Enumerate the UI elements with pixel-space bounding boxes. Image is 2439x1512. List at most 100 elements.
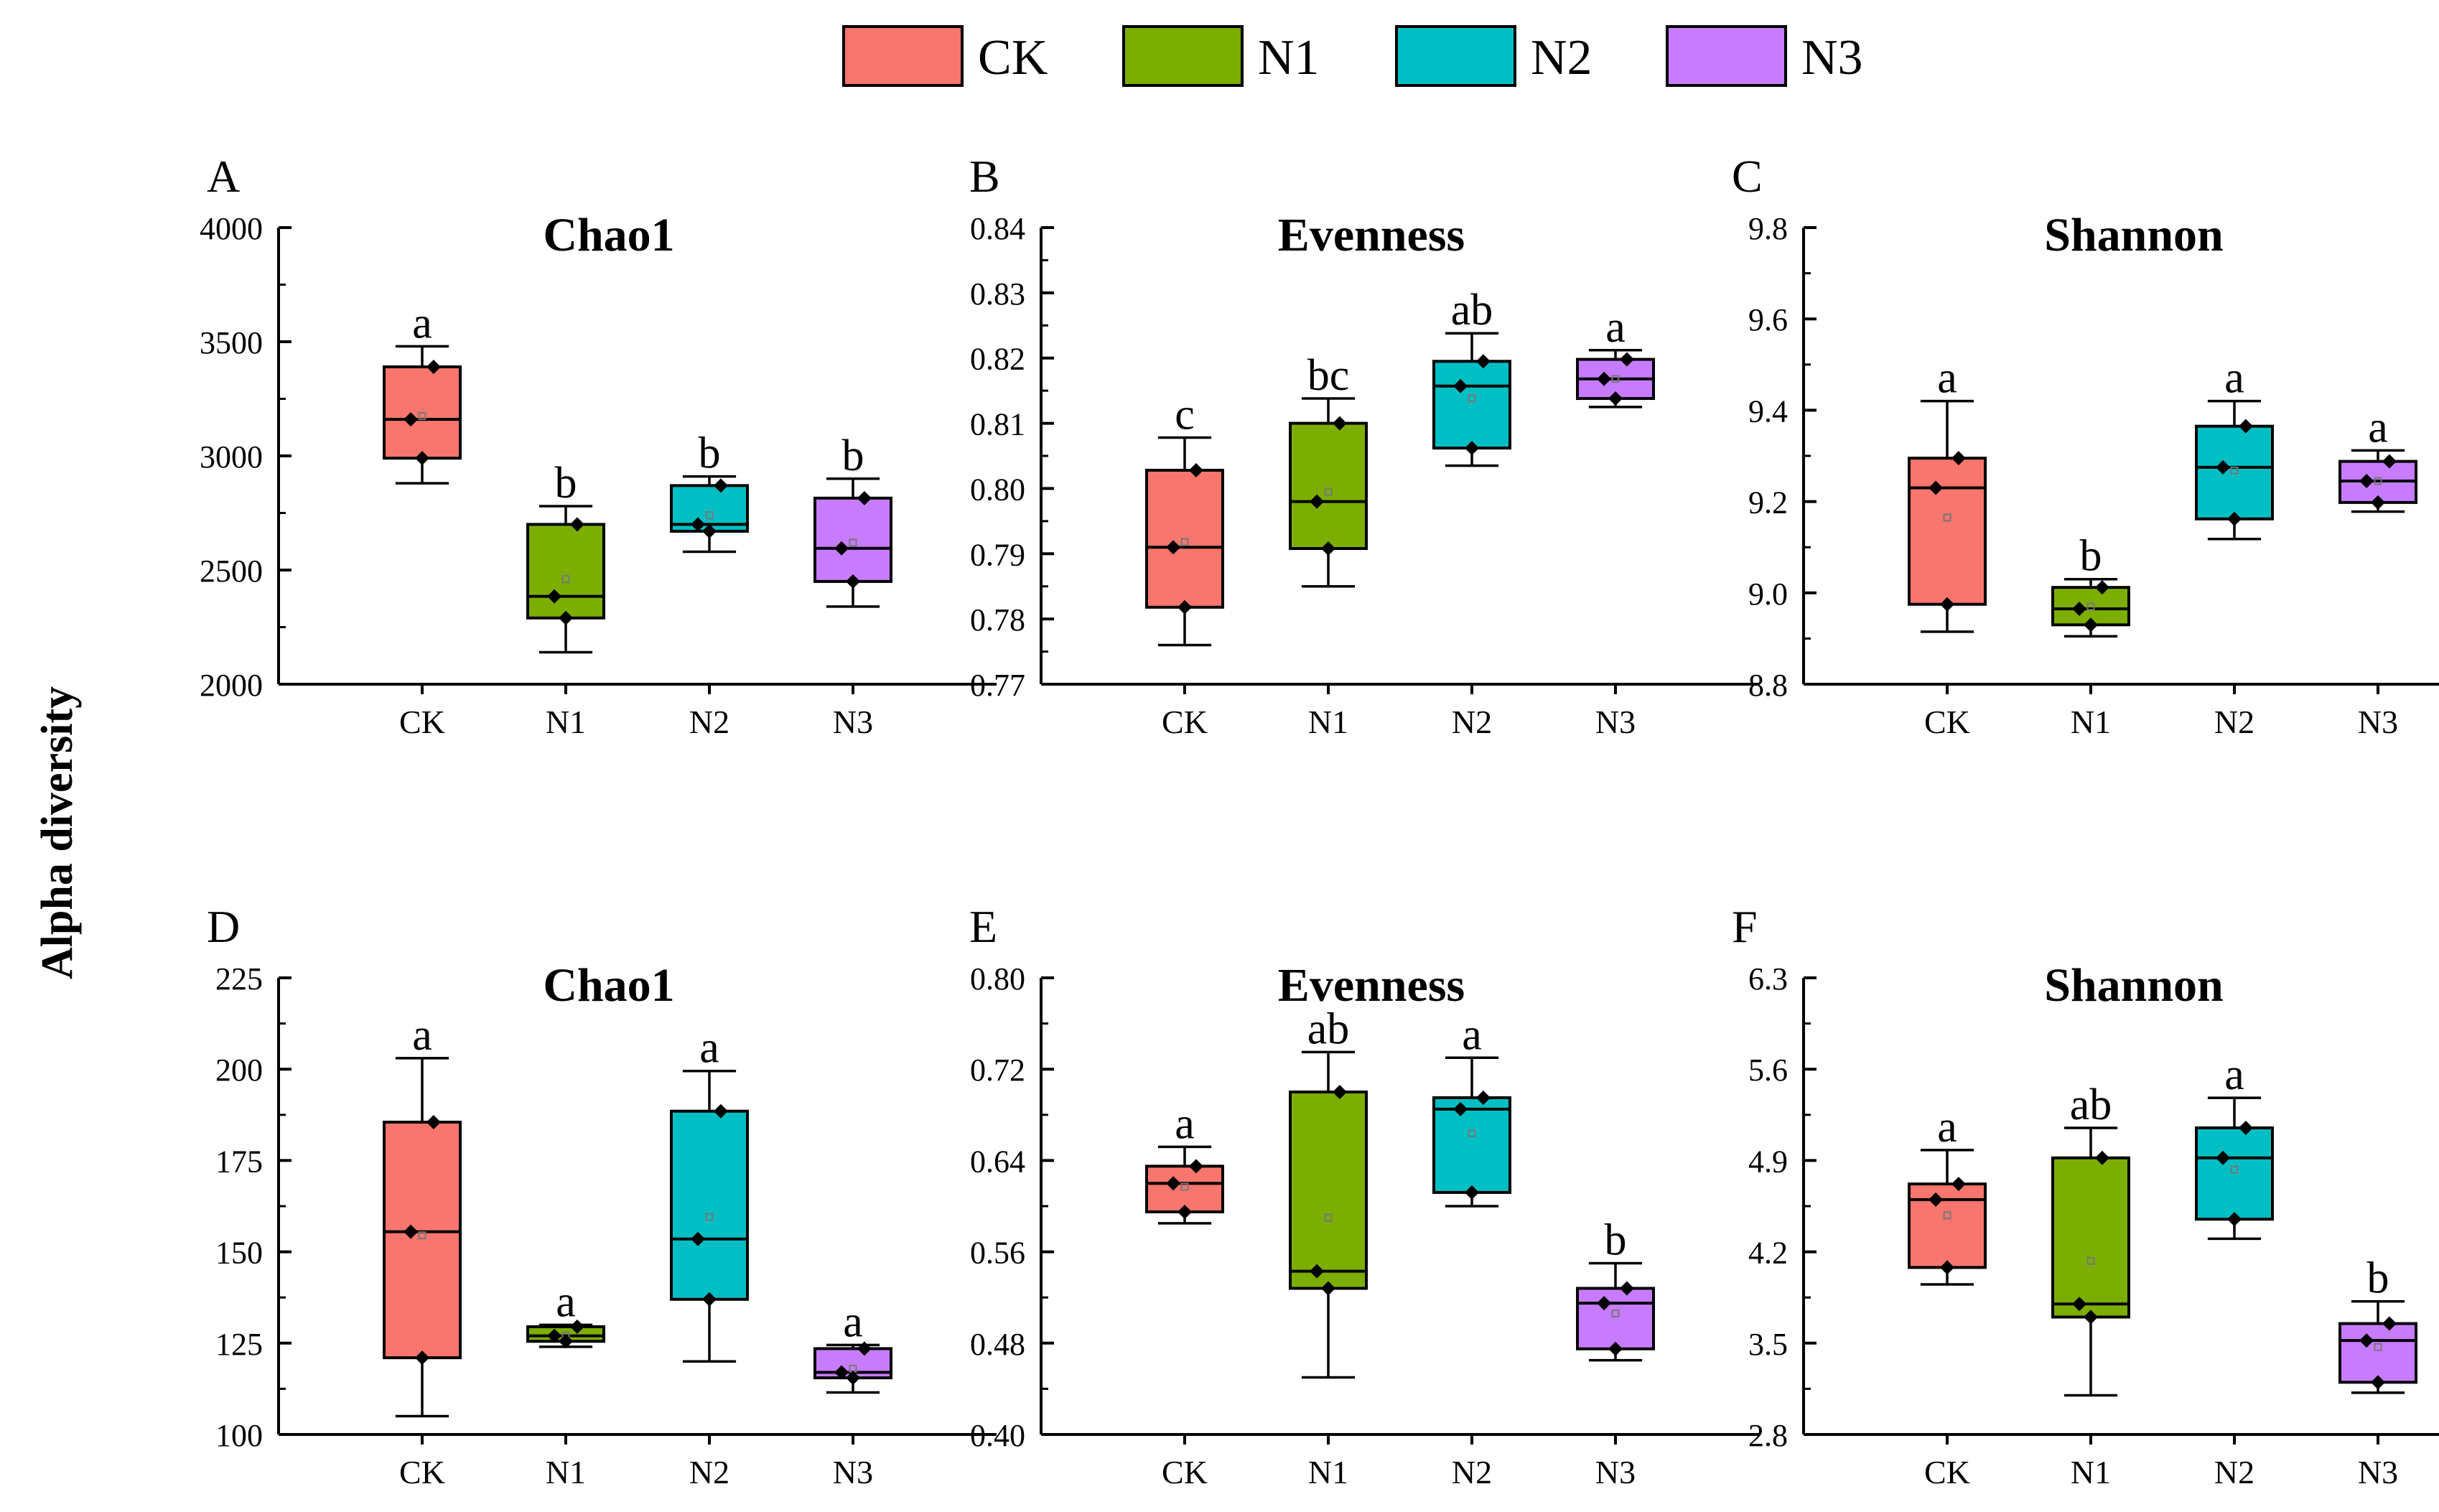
data-point-f-n1 bbox=[2094, 1150, 2109, 1165]
mean-marker-f-n2 bbox=[2230, 1165, 2239, 1174]
panel-label-e: E bbox=[969, 901, 997, 952]
mean-marker-e-n3 bbox=[1611, 1309, 1620, 1317]
x-tick-label-f-ck: CK bbox=[1924, 1454, 1970, 1490]
sig-letter-a-n2: b bbox=[699, 429, 721, 478]
panel-title-b: Evenness bbox=[1278, 209, 1465, 261]
legend-swatch-ck bbox=[842, 25, 964, 87]
x-tick-label-a-n3: N3 bbox=[833, 704, 873, 740]
mean-marker-b-ck bbox=[1180, 538, 1189, 546]
x-tick-label-a-n1: N1 bbox=[546, 704, 586, 740]
mean-marker-a-ck bbox=[418, 411, 426, 420]
data-point-d-ck bbox=[415, 1350, 429, 1366]
y-tick-label-b: 0.79 bbox=[970, 537, 1025, 572]
box-c-n2 bbox=[2195, 424, 2274, 521]
box-a-n1 bbox=[526, 523, 605, 620]
panel-title-e: Evenness bbox=[1278, 959, 1465, 1012]
data-point-c-ck bbox=[1929, 480, 1944, 495]
y-tick-label-a: 3000 bbox=[200, 439, 263, 475]
y-tick-label-a: 4000 bbox=[200, 211, 263, 246]
data-point-d-n3 bbox=[857, 1341, 872, 1356]
panel-d: D Chao1 100 125 150 175 200 225 CK a N1 a N2 a N3 a bbox=[207, 901, 997, 1490]
y-tick-label-b: 0.82 bbox=[970, 342, 1025, 377]
data-point-f-ck bbox=[1951, 1177, 1966, 1192]
data-point-b-ck bbox=[1188, 462, 1203, 477]
y-tick-label-f: 5.6 bbox=[1748, 1053, 1788, 1088]
sig-letter-f-ck: a bbox=[1937, 1103, 1957, 1152]
sig-letter-c-ck: a bbox=[1937, 354, 1957, 403]
data-point-e-n3 bbox=[1619, 1281, 1634, 1296]
y-tick-label-c: 9.2 bbox=[1748, 485, 1788, 521]
data-point-c-n1 bbox=[2094, 580, 2109, 595]
x-tick-label-f-n3: N3 bbox=[2358, 1454, 2398, 1490]
legend-label-n1: N1 bbox=[1258, 30, 1320, 85]
y-tick-label-b: 0.84 bbox=[970, 211, 1025, 246]
data-point-f-n1 bbox=[2072, 1297, 2087, 1312]
y-tick-label-f: 3.5 bbox=[1748, 1327, 1788, 1362]
sig-letter-e-ck: a bbox=[1175, 1099, 1195, 1148]
data-point-e-ck bbox=[1177, 1204, 1192, 1219]
data-point-c-n3 bbox=[2359, 473, 2374, 488]
data-point-e-n3 bbox=[1597, 1296, 1612, 1311]
x-tick-label-c-n2: N2 bbox=[2214, 704, 2254, 740]
data-point-d-n2 bbox=[702, 1292, 717, 1307]
data-point-d-n1 bbox=[559, 1334, 573, 1349]
mean-marker-f-n3 bbox=[2374, 1343, 2382, 1351]
data-point-a-n1 bbox=[547, 589, 562, 604]
data-point-e-n2 bbox=[1465, 1185, 1479, 1200]
box-f-n1 bbox=[2051, 1156, 2130, 1319]
data-point-b-n2 bbox=[1453, 378, 1468, 393]
data-point-e-n1 bbox=[1321, 1281, 1335, 1296]
data-point-d-n1 bbox=[547, 1328, 562, 1343]
data-point-d-ck bbox=[404, 1224, 419, 1239]
data-point-b-n3 bbox=[1597, 371, 1612, 386]
mean-marker-e-n2 bbox=[1468, 1129, 1476, 1137]
mean-marker-c-n3 bbox=[2374, 477, 2382, 485]
data-point-b-n3 bbox=[1619, 352, 1634, 367]
data-point-a-n3 bbox=[857, 490, 872, 505]
data-point-c-n3 bbox=[2382, 454, 2397, 469]
y-tick-label-d: 100 bbox=[215, 1418, 263, 1453]
panel-title-c: Shannon bbox=[2044, 209, 2224, 261]
y-tick-label-f: 4.9 bbox=[1748, 1144, 1788, 1179]
sig-letter-a-n3: b bbox=[842, 431, 864, 480]
sig-letter-c-n3: a bbox=[2368, 403, 2388, 452]
data-point-f-n1 bbox=[2084, 1310, 2098, 1325]
data-point-e-ck bbox=[1188, 1159, 1203, 1174]
box-c-ck bbox=[1908, 457, 1987, 606]
sig-letter-a-n1: b bbox=[555, 459, 577, 508]
box-c-n1 bbox=[2051, 586, 2130, 627]
panel-title-a: Chao1 bbox=[543, 209, 674, 261]
data-point-a-n3 bbox=[834, 541, 849, 556]
y-tick-label-e: 0.72 bbox=[970, 1053, 1025, 1088]
y-tick-label-b: 0.77 bbox=[970, 668, 1025, 703]
x-tick-label-c-n3: N3 bbox=[2358, 704, 2398, 740]
y-tick-label-d: 225 bbox=[215, 961, 263, 997]
data-point-c-n2 bbox=[2216, 459, 2231, 475]
data-point-c-ck bbox=[1951, 451, 1966, 466]
x-tick-label-c-ck: CK bbox=[1924, 704, 1970, 740]
data-point-b-n3 bbox=[1608, 391, 1623, 406]
y-tick-label-b: 0.78 bbox=[970, 602, 1025, 638]
x-tick-label-b-ck: CK bbox=[1162, 704, 1208, 740]
data-point-e-n1 bbox=[1332, 1085, 1347, 1099]
data-point-e-n1 bbox=[1310, 1264, 1325, 1279]
data-point-a-n2 bbox=[691, 517, 706, 532]
box-b-n2 bbox=[1432, 360, 1511, 450]
data-point-e-n2 bbox=[1475, 1090, 1491, 1105]
data-point-d-n2 bbox=[713, 1103, 728, 1119]
x-tick-label-e-n2: N2 bbox=[1452, 1454, 1492, 1490]
mean-marker-c-ck bbox=[1943, 513, 1951, 522]
sig-letter-d-ck: a bbox=[412, 1011, 432, 1060]
y-tick-label-d: 200 bbox=[215, 1053, 263, 1088]
sig-letter-a-ck: a bbox=[412, 299, 432, 347]
y-axis-label: Alpha diversity bbox=[33, 686, 82, 979]
box-e-ck bbox=[1145, 1165, 1224, 1213]
legend-swatch-n2 bbox=[1395, 25, 1516, 87]
data-point-f-n3 bbox=[2359, 1333, 2374, 1348]
data-point-d-n2 bbox=[691, 1231, 706, 1246]
data-point-a-ck bbox=[404, 412, 419, 427]
x-tick-label-a-ck: CK bbox=[399, 704, 445, 740]
mean-marker-d-n2 bbox=[705, 1213, 714, 1221]
sig-letter-b-n3: a bbox=[1605, 303, 1626, 352]
